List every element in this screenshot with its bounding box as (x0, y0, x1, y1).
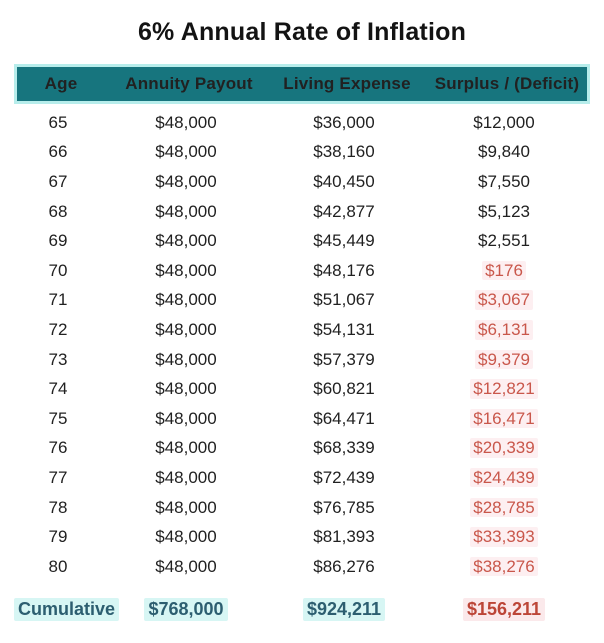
surplus-deficit-cell: $38,276 (418, 556, 590, 577)
table-row: 80 $48,000 $86,276 $38,276 (14, 552, 590, 582)
annuity-payout-cell: $48,000 (155, 142, 217, 162)
annuity-payout-cell: $48,000 (155, 112, 217, 132)
age-cell: 75 (48, 408, 68, 428)
age-cell: 80 (48, 556, 68, 576)
table-row: 75 $48,000 $64,471 $16,471 (14, 404, 590, 434)
age-cell: 73 (48, 349, 68, 369)
surplus-deficit-cell: $2,551 (478, 231, 530, 251)
annuity-payout-cell: $48,000 (155, 231, 217, 251)
annuity-payout-cell: $48,000 (155, 319, 217, 339)
living-expense-cell: $45,449 (313, 231, 375, 251)
age-cell: 76 (48, 438, 68, 458)
table-row: 69 $48,000 $45,449 $2,551 (14, 226, 590, 256)
table-body: 65 $48,000 $36,000 $12,000 66 $48,000 $38,160 $… (14, 108, 590, 582)
table-row: 67 $48,000 $40,450 $7,550 (14, 167, 590, 197)
age-cell: 65 (48, 112, 68, 132)
table-header-row: Age Annuity Payout Living Expense Surplu… (14, 64, 590, 104)
column-header-surplus-deficit: Surplus / (Deficit) (434, 74, 580, 93)
cumulative-living-expense: $924,211 (270, 598, 418, 621)
inflation-table: Age Annuity Payout Living Expense Surplu… (14, 64, 590, 627)
table-row: 68 $48,000 $42,877 $5,123 (14, 197, 590, 227)
annuity-payout-cell: $48,000 (155, 349, 217, 369)
surplus-deficit-cell: $9,379 (418, 349, 590, 370)
surplus-deficit-cell: $16,471 (418, 408, 590, 429)
surplus-deficit-cell: $3,067 (418, 290, 590, 310)
surplus-deficit-cell: $24,439 (418, 467, 590, 488)
living-expense-cell: $72,439 (313, 467, 375, 487)
table-row: 77 $48,000 $72,439 $24,439 (14, 463, 590, 493)
living-expense-cell: $81,393 (313, 527, 375, 547)
age-cell: 77 (48, 467, 68, 487)
table-row: 73 $48,000 $57,379 $9,379 (14, 345, 590, 375)
age-cell: 72 (48, 319, 68, 339)
age-cell: 71 (48, 290, 68, 310)
surplus-deficit-cell: $6,131 (418, 319, 590, 340)
surplus-deficit-cell: $12,821 (418, 379, 590, 399)
age-cell: 78 (48, 497, 68, 517)
column-header-age: Age (44, 74, 78, 93)
annuity-payout-cell: $48,000 (155, 527, 217, 547)
annuity-payout-cell: $48,000 (155, 408, 217, 428)
living-expense-cell: $42,877 (313, 201, 375, 221)
surplus-deficit-cell: $12,000 (473, 112, 535, 132)
surplus-deficit-cell: $28,785 (418, 497, 590, 518)
annuity-payout-cell: $48,000 (155, 379, 217, 399)
age-cell: 79 (48, 527, 68, 547)
age-cell: 70 (48, 260, 68, 280)
annuity-payout-cell: $48,000 (155, 260, 217, 280)
surplus-deficit-cell: $7,550 (478, 171, 530, 191)
age-cell: 68 (48, 201, 68, 221)
surplus-deficit-cell: $5,123 (478, 201, 530, 221)
living-expense-cell: $38,160 (313, 142, 375, 162)
living-expense-cell: $51,067 (313, 290, 375, 310)
age-cell: 69 (48, 231, 68, 251)
column-header-living-expense: Living Expense (283, 74, 411, 93)
annuity-payout-cell: $48,000 (155, 201, 217, 221)
living-expense-cell: $60,821 (313, 379, 375, 399)
surplus-deficit-cell: $20,339 (418, 438, 590, 458)
table-row: 72 $48,000 $54,131 $6,131 (14, 315, 590, 345)
cumulative-annuity-payout: $768,000 (102, 598, 270, 621)
age-cell: 67 (48, 171, 68, 191)
age-cell: 74 (48, 379, 68, 399)
cumulative-surplus-deficit: $156,211 (418, 598, 590, 621)
table-row: 78 $48,000 $76,785 $28,785 (14, 493, 590, 523)
living-expense-cell: $54,131 (313, 319, 375, 339)
living-expense-cell: $76,785 (313, 497, 375, 517)
living-expense-cell: $36,000 (313, 112, 375, 132)
annuity-payout-cell: $48,000 (155, 497, 217, 517)
table-row: 66 $48,000 $38,160 $9,840 (14, 138, 590, 168)
living-expense-cell: $86,276 (313, 556, 375, 576)
column-header-annuity-payout: Annuity Payout (125, 74, 253, 93)
age-cell: 66 (48, 142, 68, 162)
annuity-payout-cell: $48,000 (155, 438, 217, 458)
living-expense-cell: $40,450 (313, 171, 375, 191)
table-row: 71 $48,000 $51,067 $3,067 (14, 286, 590, 316)
annuity-payout-cell: $48,000 (155, 290, 217, 310)
table-row: 74 $48,000 $60,821 $12,821 (14, 374, 590, 404)
annuity-payout-cell: $48,000 (155, 467, 217, 487)
surplus-deficit-cell: $176 (418, 260, 590, 281)
living-expense-cell: $64,471 (313, 408, 375, 428)
living-expense-cell: $57,379 (313, 349, 375, 369)
cumulative-row: Cumulative $768,000 $924,211 $156,211 (14, 593, 590, 627)
page-title: 6% Annual Rate of Inflation (137, 18, 467, 46)
cumulative-label: Cumulative (14, 598, 120, 621)
surplus-deficit-cell: $9,840 (478, 142, 530, 162)
annuity-payout-cell: $48,000 (155, 171, 217, 191)
table-row: 70 $48,000 $48,176 $176 (14, 256, 590, 286)
living-expense-cell: $48,176 (313, 260, 375, 280)
table-row: 76 $48,000 $68,339 $20,339 (14, 434, 590, 464)
living-expense-cell: $68,339 (313, 438, 375, 458)
table-row: 65 $48,000 $36,000 $12,000 (14, 108, 590, 138)
table-row: 79 $48,000 $81,393 $33,393 (14, 522, 590, 552)
annuity-payout-cell: $48,000 (155, 556, 217, 576)
surplus-deficit-cell: $33,393 (418, 527, 590, 547)
